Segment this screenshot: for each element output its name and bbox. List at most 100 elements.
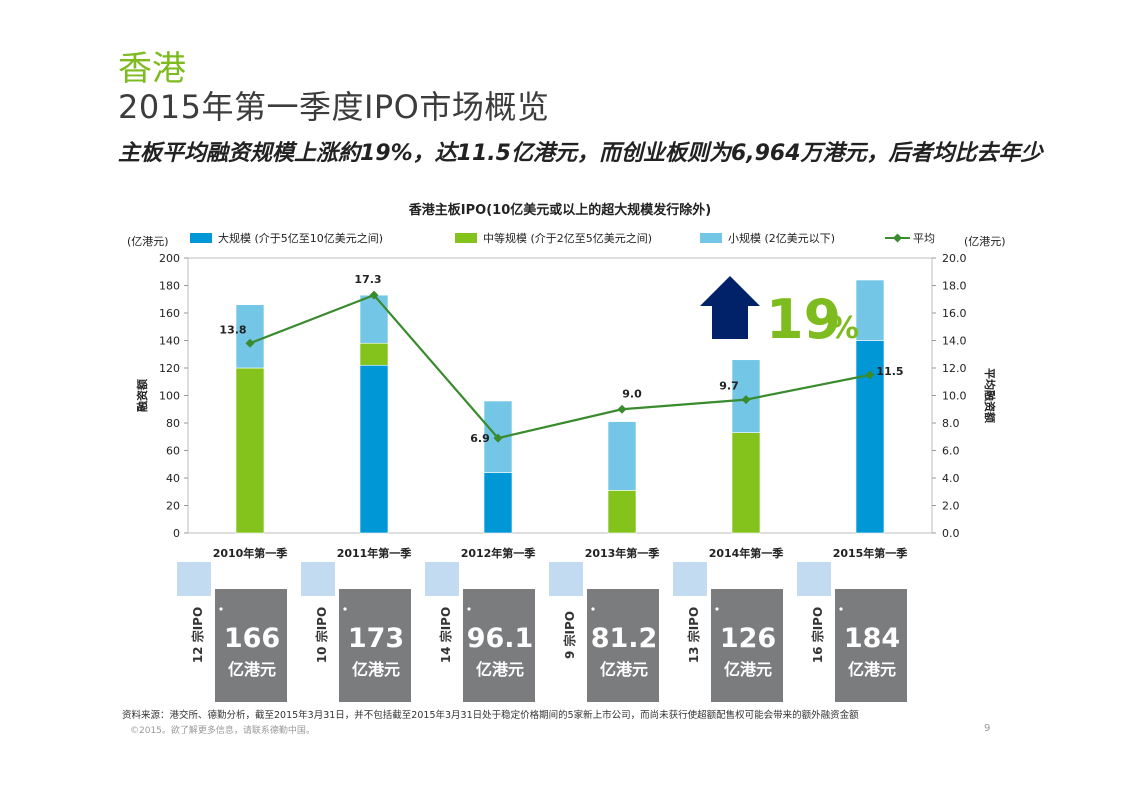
summary-dark-box: [711, 589, 783, 702]
summary-total: 173: [348, 623, 404, 654]
summary-dark-box: [215, 589, 287, 702]
summary-dark-box: [587, 589, 659, 702]
left-tick-label: 140: [159, 335, 180, 348]
average-marker: [369, 290, 379, 300]
summary-dot: [839, 607, 843, 611]
category-label: 2014年第一季: [709, 546, 785, 560]
average-value-label: 17.3: [354, 273, 381, 286]
page-title: 2015年第一季度IPO市场概览: [118, 88, 550, 126]
category-label: 2015年第一季: [833, 546, 909, 560]
right-tick-label: 8.0: [942, 417, 960, 430]
right-tick-label: 12.0: [942, 362, 967, 375]
summary-light-box: [425, 562, 459, 596]
right-tick-label: 4.0: [942, 472, 960, 485]
average-value-label: 11.5: [876, 365, 903, 378]
left-tick-label: 0: [173, 527, 180, 540]
average-marker: [245, 338, 255, 348]
page-number: 9: [984, 723, 991, 734]
right-tick-label: 6.0: [942, 445, 960, 458]
bar-small: [855, 279, 885, 341]
summary-dot: [591, 607, 595, 611]
left-tick-label: 80: [166, 417, 180, 430]
right-tick-label: 10.0: [942, 390, 967, 403]
bar-medium: [731, 432, 761, 534]
summary-total: 184: [844, 623, 900, 654]
up-arrow-icon: [700, 276, 760, 339]
right-tick-label: 18.0: [942, 280, 967, 293]
summary-light-box: [177, 562, 211, 596]
legend-marker-average: [893, 233, 902, 243]
region-label: 香港: [118, 49, 186, 89]
summary-count: 9 宗IPO: [562, 611, 577, 659]
summary-light-box: [549, 562, 583, 596]
title-block: 香港 2015年第一季度IPO市场概览: [118, 50, 549, 126]
bar-medium: [607, 490, 637, 534]
bar-small: [607, 421, 637, 491]
legend-label-average: 平均: [913, 232, 935, 245]
legend-swatch-medium: [455, 233, 477, 243]
bar-small: [359, 294, 389, 344]
summary-total: 126: [720, 623, 776, 654]
left-tick-label: 20: [166, 500, 180, 513]
left-axis-title: 融资额: [135, 379, 149, 412]
bar-small: [235, 304, 265, 369]
summary-total: 166: [224, 623, 280, 654]
summary-count: 13 宗IPO: [686, 607, 701, 663]
left-tick-label: 60: [166, 445, 180, 458]
legend-label-medium: 中等规模 (介于2亿至5亿美元之间): [483, 231, 652, 245]
average-marker: [617, 404, 627, 414]
summary-unit: 亿港元: [476, 660, 524, 679]
average-value-label: 9.0: [622, 387, 642, 400]
left-tick-label: 120: [159, 362, 180, 375]
summary-unit: 亿港元: [600, 660, 648, 679]
right-tick-label: 14.0: [942, 335, 967, 348]
category-label: 2013年第一季: [585, 546, 661, 560]
summary-count: 10 宗IPO: [314, 607, 329, 663]
summary-light-box: [301, 562, 335, 596]
source-footnote: 资料来源：港交所、德勤分析，截至2015年3月31日，并不包括截至2015年3月…: [122, 710, 859, 721]
average-value-label: 9.7: [719, 380, 739, 393]
legend-label-small: 小规模 (2亿美元以下): [728, 231, 835, 245]
average-marker: [865, 370, 875, 380]
legend-swatch-large: [190, 233, 212, 243]
average-marker: [741, 395, 751, 405]
summary-unit: 亿港元: [352, 660, 400, 679]
average-value-label: 6.9: [470, 432, 490, 445]
right-tick-label: 0.0: [942, 527, 960, 540]
right-tick-label: 20.0: [942, 252, 967, 265]
average-marker: [493, 433, 503, 443]
category-label: 2012年第一季: [461, 546, 537, 560]
summary-count: 14 宗IPO: [438, 607, 453, 663]
average-value-label: 13.8: [219, 323, 246, 336]
summary-unit: 亿港元: [724, 660, 772, 679]
summary-unit: 亿港元: [228, 660, 276, 679]
bar-large: [359, 364, 389, 534]
summary-dot: [219, 607, 223, 611]
growth-number: 19: [766, 288, 841, 351]
summary-light-box: [673, 562, 707, 596]
bar-large: [483, 472, 513, 534]
summary-dot: [343, 607, 347, 611]
category-label: 2010年第一季: [213, 546, 289, 560]
right-tick-label: 2.0: [942, 500, 960, 513]
right-tick-label: 16.0: [942, 307, 967, 320]
bar-medium: [359, 342, 389, 366]
summary-dark-box: [339, 589, 411, 702]
left-tick-label: 160: [159, 307, 180, 320]
copyright-note: ©2015。欲了解更多信息，请联系德勤中国。: [130, 726, 315, 736]
left-axis-unit: (亿港元): [127, 235, 169, 248]
right-axis-title: 平均融资额: [983, 368, 997, 423]
bar-medium: [235, 367, 265, 534]
summary-total: 96.1: [467, 623, 534, 654]
summary-dot: [467, 607, 471, 611]
left-tick-label: 200: [159, 252, 180, 265]
legend-label-large: 大规模 (介于5亿至10亿美元之间): [218, 231, 383, 245]
left-tick-label: 180: [159, 280, 180, 293]
summary-dark-box: [835, 589, 907, 702]
growth-percent-sign: %: [829, 311, 859, 346]
category-label: 2011年第一季: [337, 546, 413, 560]
summary-total: 81.2: [591, 623, 658, 654]
right-axis-unit: (亿港元): [964, 235, 1006, 248]
left-tick-label: 40: [166, 472, 180, 485]
left-tick-label: 100: [159, 390, 180, 403]
